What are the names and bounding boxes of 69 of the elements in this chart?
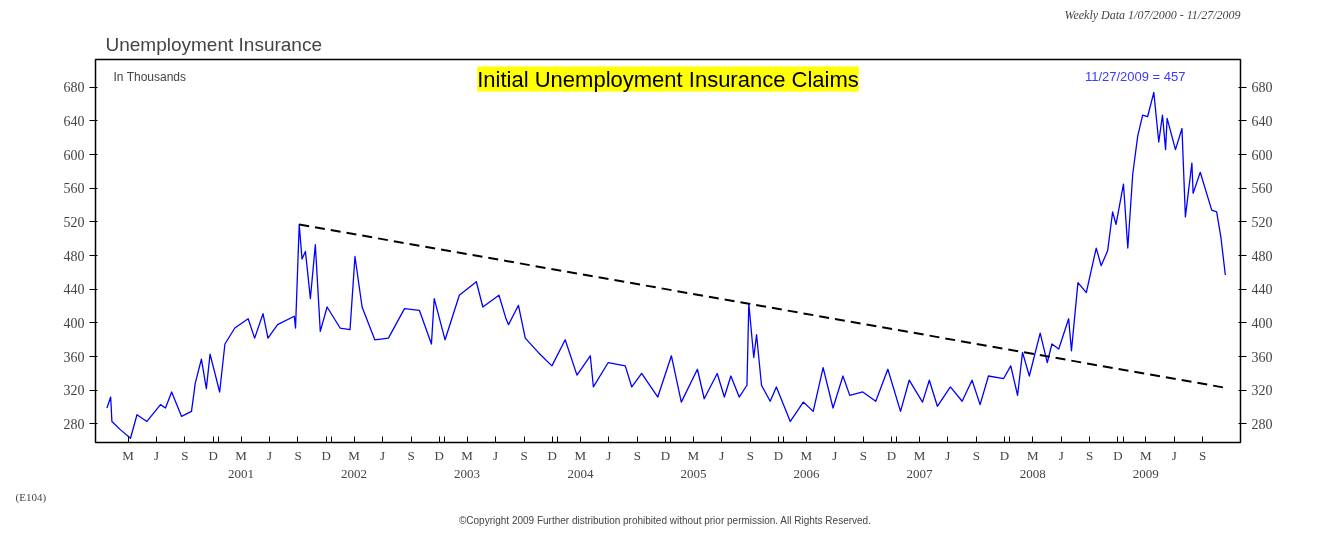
x-tick-label: D — [1113, 447, 1123, 463]
y-tick-label: 400 — [63, 315, 85, 331]
y2-tick-label: 320 — [1251, 383, 1273, 399]
y-tick-label: 320 — [63, 383, 85, 399]
x-tick-label: M 2007 — [906, 447, 933, 481]
x-tick-label: S — [1199, 447, 1207, 463]
x-tick-label: M — [122, 447, 135, 463]
x-tick-label: M 2002 — [341, 447, 368, 481]
x-tick-label: D — [547, 447, 557, 463]
annotation: In Thousands — [113, 69, 186, 84]
x-tick-label: S — [859, 447, 867, 463]
y2-tick-label: 520 — [1251, 214, 1273, 230]
y2-tick-label: 360 — [1251, 349, 1273, 365]
x-tick-label: J — [1171, 447, 1177, 463]
x-tick-label: J — [493, 447, 499, 463]
x-tick-label: J — [832, 447, 838, 463]
y-tick-label: 640 — [63, 113, 85, 129]
y2-tick-label: 560 — [1251, 181, 1273, 197]
y2-tick-label: 680 — [1251, 80, 1273, 96]
x-tick-label: D — [886, 447, 897, 463]
x-tick-label: S — [294, 447, 302, 463]
y2-tick-label: 440 — [1251, 282, 1273, 298]
x-tick-label: D — [999, 447, 1010, 463]
x-tick-label: M 2001 — [228, 447, 255, 481]
x-tick-label: S — [972, 447, 981, 463]
y2-tick-label: 480 — [1251, 248, 1273, 264]
text: (E104) — [15, 490, 47, 504]
y2-tick-label: 600 — [1251, 147, 1273, 163]
x-tick-label: M 2009 — [1132, 447, 1159, 481]
y-tick-label: 360 — [63, 349, 85, 365]
x-tick-label: J — [1058, 447, 1064, 463]
text: ©Copyright 2009 Further distribution prohibited without prior permission. All Rights Reserved. — [458, 514, 871, 526]
chart-title: Unemployment Insurance — [105, 33, 322, 55]
y2-tick-label: 640 — [1251, 113, 1273, 129]
y-tick-label: 440 — [63, 282, 85, 298]
x-tick-label: J — [606, 447, 612, 463]
x-tick-label: S — [407, 447, 415, 463]
x-tick-label: J — [266, 447, 273, 463]
y2-tick-label: 280 — [1251, 416, 1273, 432]
x-tick-label: M 2003 — [454, 447, 481, 481]
y-tick-label: 600 — [63, 147, 85, 163]
x-tick-label: J — [379, 447, 386, 463]
text: Weekly Data 1/07/2000 - 11/27/2009 — [1064, 7, 1241, 22]
x-tick-label: M 2005 — [680, 447, 707, 481]
y-tick-label: 280 — [63, 416, 85, 432]
x-tick-label: M 2004 — [567, 447, 594, 481]
y-tick-label: 680 — [63, 80, 85, 96]
x-tick-label: J — [719, 447, 725, 463]
line-series — [106, 91, 1226, 439]
x-tick-label: D — [434, 447, 444, 463]
annotation: 11/27/2009 = 457 — [1084, 68, 1186, 84]
y-tick-label: 560 — [63, 181, 85, 197]
y2-tick-label: 400 — [1251, 315, 1273, 331]
x-tick-label: M 2006 — [793, 447, 820, 481]
x-tick-label: S — [1086, 447, 1094, 463]
x-tick-label: S — [181, 447, 189, 463]
x-tick-label: D — [208, 447, 218, 463]
x-tick-label: S — [520, 447, 528, 463]
y-tick-label: 520 — [63, 214, 85, 230]
x-tick-label: D — [660, 447, 671, 463]
x-tick-label: D — [773, 447, 784, 463]
chart-subtitle: Initial Unemployment Insurance Claims — [477, 66, 859, 92]
y-tick-label: 480 — [63, 248, 85, 264]
x-tick-label: J — [945, 447, 951, 463]
x-tick-label: D — [321, 447, 331, 463]
x-tick-label: M 2008 — [1019, 447, 1046, 481]
x-tick-label: S — [746, 447, 754, 463]
x-tick-label: S — [633, 447, 641, 463]
x-tick-label: J — [153, 447, 160, 463]
